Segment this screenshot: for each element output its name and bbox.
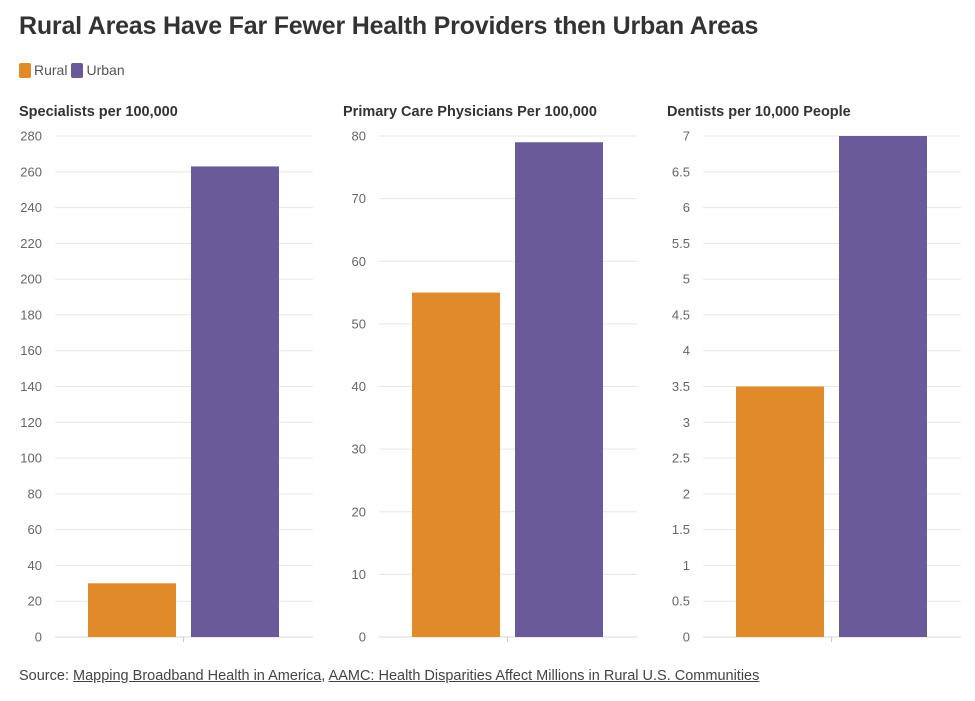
source-separator: ,	[321, 668, 329, 684]
bar-rural	[736, 386, 824, 637]
y-tick-label: 280	[20, 129, 42, 144]
y-tick-label: 1.5	[672, 522, 690, 537]
y-tick-label: 50	[352, 316, 366, 331]
y-tick-label: 200	[20, 272, 42, 287]
legend-item-urban[interactable]: Urban	[71, 62, 125, 78]
y-tick-label: 0	[359, 630, 366, 645]
panel-title-specialists: Specialists per 100,000	[19, 104, 178, 120]
y-tick-label: 140	[20, 379, 42, 394]
y-tick-label: 60	[352, 254, 366, 269]
y-tick-label: 100	[20, 451, 42, 466]
y-tick-label: 80	[28, 486, 42, 501]
legend-swatch-rural	[19, 62, 31, 78]
source-link-broadband[interactable]: Mapping Broadband Health in America	[73, 668, 322, 684]
chart-panel-2: 0 0.5 1 1.5 2 2.5 3 3.5 4 4.5 5 5.5 6 6.5 7	[672, 129, 961, 645]
y-tick-label: 80	[352, 129, 366, 144]
chart-panel-0: 0 20 40 60 80 100 120 140 160 180 200 220 240 260 280	[20, 129, 313, 645]
y-tick-label: 2	[683, 486, 690, 501]
y-tick-label: 6.5	[672, 164, 690, 179]
bar-urban	[515, 142, 603, 637]
charts-area: 0204060801001201401601802002202402602800…	[20, 129, 961, 645]
y-tick-label: 4	[683, 343, 690, 358]
legend-label-urban: Urban	[86, 62, 125, 78]
bar-urban	[839, 136, 927, 637]
y-tick-label: 30	[352, 442, 366, 457]
bar-urban	[191, 166, 279, 638]
y-tick-label: 10	[352, 567, 366, 582]
y-tick-label: 3.5	[672, 379, 690, 394]
source-prefix: Source:	[19, 668, 73, 684]
chart-title: Rural Areas Have Far Fewer Health Provid…	[19, 12, 759, 40]
legend-item-rural[interactable]: Rural	[19, 62, 67, 78]
y-tick-label: 40	[352, 379, 366, 394]
y-tick-label: 60	[28, 522, 42, 537]
y-tick-label: 6	[683, 200, 690, 215]
y-tick-label: 5.5	[672, 236, 690, 251]
y-tick-label: 4.5	[672, 307, 690, 322]
bar-rural	[412, 292, 500, 637]
y-tick-label: 7	[683, 129, 690, 144]
y-tick-label: 40	[28, 558, 42, 573]
y-tick-label: 20	[352, 504, 366, 519]
legend: Rural Urban	[19, 62, 129, 78]
panel-title-dentists: Dentists per 10,000 People	[667, 104, 851, 120]
y-tick-label: 120	[20, 415, 42, 430]
source-link-aamc[interactable]: AAMC: Health Disparities Affect Millions…	[328, 668, 760, 684]
chart-panel-1: 0 10 20 30 40 50 60 70 80	[352, 129, 637, 645]
y-tick-label: 70	[352, 191, 366, 206]
y-tick-label: 5	[683, 272, 690, 287]
bar-rural	[88, 583, 176, 637]
y-tick-label: 180	[20, 307, 42, 322]
y-tick-label: 0	[683, 630, 690, 645]
y-tick-label: 20	[28, 594, 42, 609]
y-tick-label: 2.5	[672, 451, 690, 466]
y-tick-label: 220	[20, 236, 42, 251]
y-tick-label: 160	[20, 343, 42, 358]
y-tick-label: 0.5	[672, 594, 690, 609]
panel-title-primary-care: Primary Care Physicians Per 100,000	[343, 104, 597, 120]
legend-label-rural: Rural	[34, 62, 68, 78]
y-tick-label: 240	[20, 200, 42, 215]
y-tick-label: 3	[683, 415, 690, 430]
y-tick-label: 1	[683, 558, 690, 573]
legend-swatch-urban	[71, 62, 84, 78]
y-tick-label: 260	[20, 164, 42, 179]
source-line: Source: Mapping Broadband Health in Amer…	[19, 668, 759, 684]
y-tick-label: 0	[35, 630, 42, 645]
